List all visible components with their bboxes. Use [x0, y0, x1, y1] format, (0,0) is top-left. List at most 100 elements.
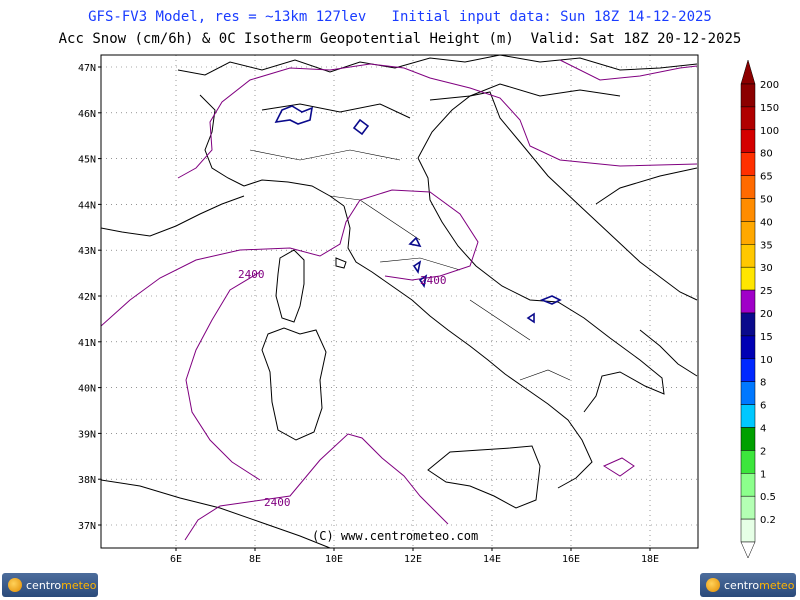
- logo-icon: [706, 578, 720, 592]
- colorbar-label: 6: [760, 401, 766, 412]
- isotherm-central: [101, 189, 479, 327]
- colorbar-swatch: [740, 244, 756, 268]
- snow-apennines-south: [526, 312, 535, 324]
- title-model-line: GFS-FV3 Model, res = ~13km 127lev Initia…: [88, 9, 712, 25]
- swiss-border: [261, 103, 411, 119]
- colorbar-label: 40: [760, 217, 773, 228]
- elba-island: [335, 257, 347, 269]
- colorbar-top-arrow: [740, 59, 756, 85]
- colorbar-label: 15: [760, 332, 773, 343]
- centrometeo-logo-left[interactable]: centro meteo: [2, 573, 98, 597]
- colorbar-swatch: [740, 381, 756, 405]
- colorbar-swatch: [740, 427, 756, 451]
- snow-gargano: [539, 295, 562, 305]
- colorbar-label: 200: [760, 80, 779, 91]
- lon-label: 12E: [404, 554, 422, 565]
- latitude-labels: 47N 46N 45N 44N 43N 42N 41N 40N 39N 38N 37N: [78, 63, 101, 532]
- coastlines: [101, 55, 698, 548]
- isotherm-south: [184, 433, 449, 541]
- map-grid: [101, 55, 698, 548]
- colorbar-label: 8: [760, 378, 766, 389]
- lat-label: 46N: [78, 109, 96, 120]
- colorbar-swatch: [740, 404, 756, 428]
- longitude-labels: 6E 8E 10E 12E 14E 16E 18E: [170, 548, 659, 565]
- colorbar-swatch: [740, 495, 756, 520]
- contour-label: 2400: [238, 268, 265, 281]
- snow-alps-west: [274, 105, 314, 125]
- italy-west-coast: [343, 205, 593, 489]
- colorbar-label: 50: [760, 195, 773, 206]
- lat-label: 43N: [78, 246, 96, 257]
- colorbar-label: 35: [760, 240, 773, 251]
- colorbar-swatch: [740, 289, 756, 314]
- colorbar-swatch: [740, 152, 756, 176]
- lat-label: 45N: [78, 155, 96, 166]
- map-frame: [100, 54, 699, 549]
- balkans-coast: [595, 167, 698, 205]
- isotherm-balkans: [559, 59, 698, 81]
- alpine-border: [177, 55, 698, 76]
- isotherm-contours: [101, 59, 698, 541]
- colorbar-swatch: [740, 106, 756, 131]
- lat-label: 37N: [78, 521, 96, 532]
- lon-label: 14E: [483, 554, 501, 565]
- liguria-coast: [243, 179, 345, 207]
- lat-label: 47N: [78, 63, 96, 74]
- africa-coast: [101, 479, 331, 548]
- italy-east-coast: [417, 157, 665, 413]
- colorbar-swatch: [740, 129, 756, 153]
- isotherm-north: [177, 63, 698, 179]
- logo-icon: [8, 578, 22, 592]
- lon-label: 8E: [249, 554, 261, 565]
- venice-coast: [417, 91, 698, 301]
- colorbar-label: 80: [760, 149, 773, 160]
- colorbar-label: 150: [760, 103, 779, 114]
- lon-label: 18E: [641, 554, 659, 565]
- colorbar-label: 25: [760, 286, 773, 297]
- copyright-text: (C) www.centrometeo.com: [312, 529, 478, 543]
- snow-areas: [274, 105, 562, 324]
- lat-label: 42N: [78, 292, 96, 303]
- lon-label: 16E: [562, 554, 580, 565]
- colorbar-label: 65: [760, 172, 773, 183]
- lat-label: 38N: [78, 475, 96, 486]
- lat-label: 39N: [78, 429, 96, 440]
- lat-label: 40N: [78, 384, 96, 395]
- colorbar-swatch: [740, 83, 756, 108]
- colorbar-swatch: [740, 518, 756, 543]
- colorbar-label: 0.5: [760, 492, 776, 503]
- colorbar-label: 0.2: [760, 515, 776, 526]
- lon-label: 10E: [325, 554, 343, 565]
- austria-border: [429, 83, 621, 101]
- lat-label: 41N: [78, 338, 96, 349]
- contour-label: 2400: [264, 496, 291, 509]
- title-field-line: Acc Snow (cm/6h) & 0C Isotherm Geopotent…: [58, 31, 742, 47]
- colorbar-label: 20: [760, 309, 773, 320]
- albania-coast: [639, 329, 698, 377]
- colorbar-swatch: [740, 175, 756, 199]
- isotherm-east-closed: [602, 457, 635, 477]
- colorbar-swatch: [740, 358, 756, 382]
- colorbar-swatch: [740, 221, 756, 245]
- colorbar-label: 30: [760, 263, 773, 274]
- colorbar-label: 4: [760, 424, 766, 435]
- colorbar-label: 2: [760, 446, 766, 457]
- france-coast: [101, 195, 245, 237]
- colorbar-swatch: [740, 335, 756, 360]
- lon-label: 6E: [170, 554, 182, 565]
- colorbar-swatch: [740, 312, 756, 337]
- sicily-coast: [427, 445, 541, 509]
- centrometeo-logo-right[interactable]: centro meteo: [700, 573, 796, 597]
- colorbar-label: 10: [760, 355, 773, 366]
- colorbar-swatch: [740, 450, 756, 474]
- colorbar-label: 1: [760, 469, 766, 480]
- colorbar-swatch: [740, 198, 756, 222]
- sardinia-coast: [261, 327, 327, 441]
- colorbar-swatch: [740, 266, 756, 291]
- colorbar-swatch: [740, 473, 756, 497]
- snow-apennines: [408, 236, 428, 289]
- western-alps-border: [199, 94, 245, 187]
- contour-label: 2400: [420, 274, 447, 287]
